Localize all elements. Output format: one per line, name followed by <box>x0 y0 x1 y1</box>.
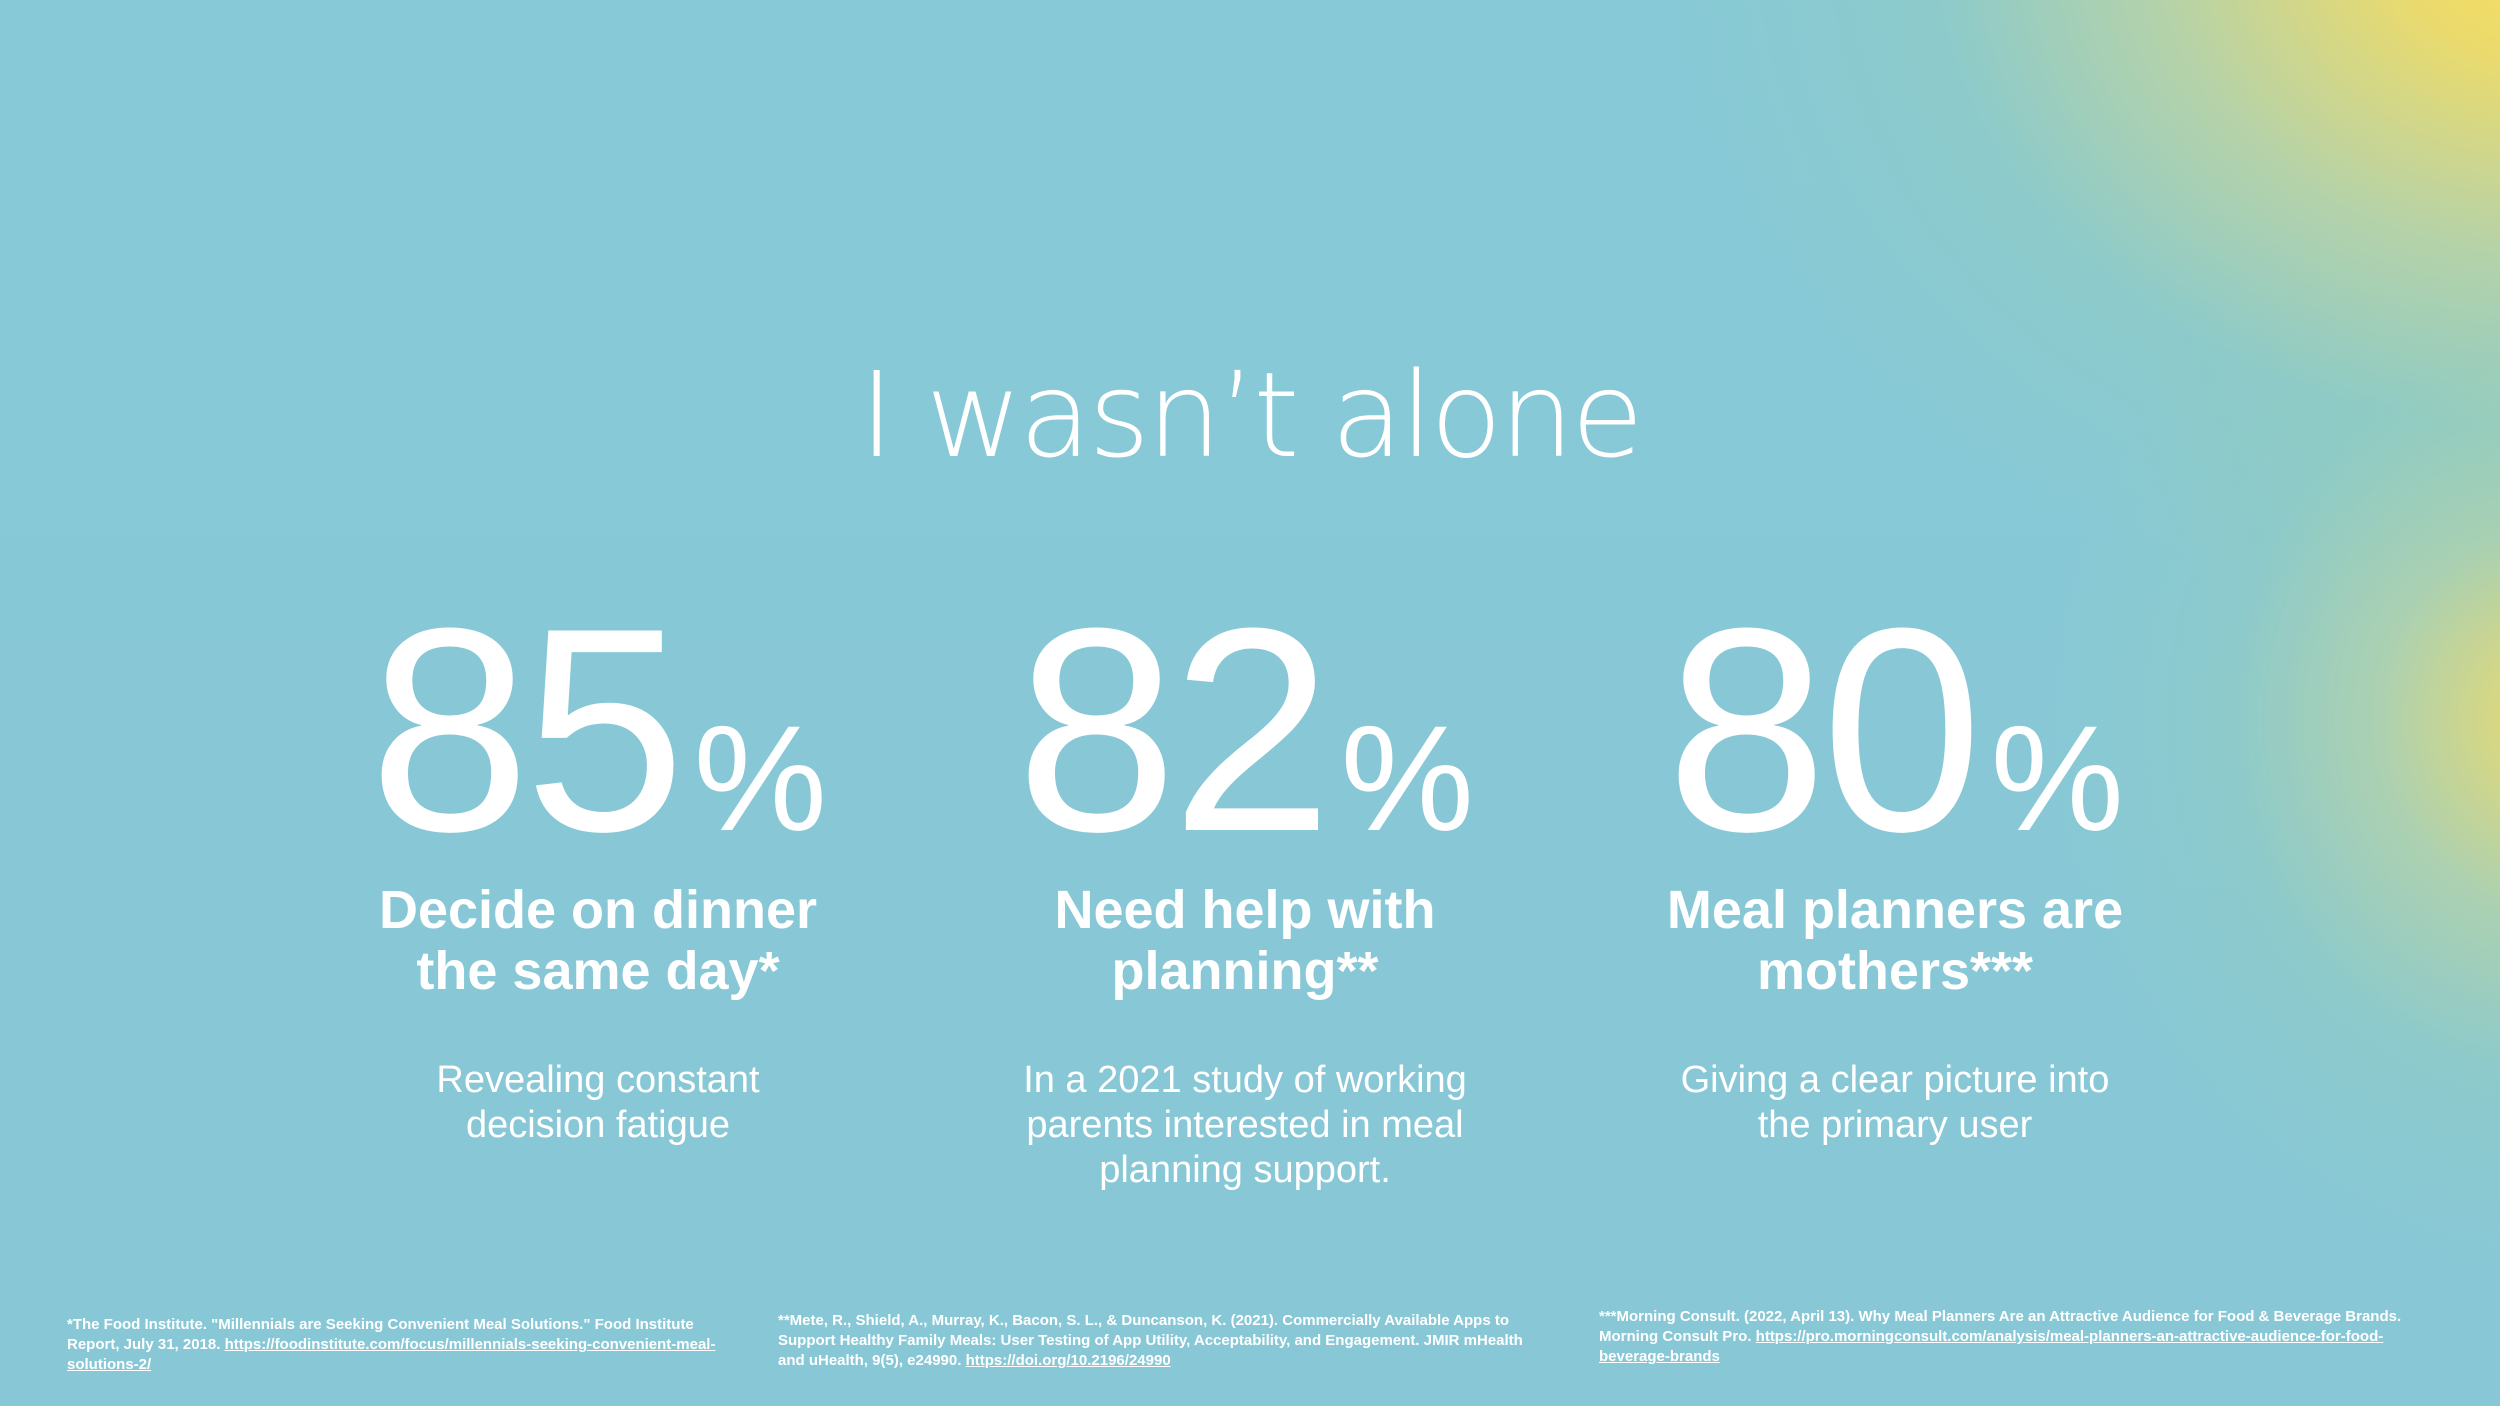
stat-heading-line: planning** <box>1111 941 1379 1001</box>
footnote-morning-consult: ***Morning Consult. (2022, April 13). Wh… <box>1599 1307 2429 1367</box>
stat-card-need-help: 82% Need help with planning** In a 2021 … <box>965 585 1525 1193</box>
stat-heading: Need help with planning** <box>965 880 1525 1002</box>
stat-card-decide-dinner: 85% Decide on dinner the same day* Revea… <box>318 585 878 1148</box>
stat-card-mothers: 80% Meal planners are mothers*** Giving … <box>1615 585 2175 1148</box>
footnote-food-institute: *The Food Institute. "Millennials are Se… <box>67 1315 737 1375</box>
percent-sign: % <box>1340 694 1474 862</box>
stat-heading-line: Meal planners are <box>1666 880 2124 940</box>
stat-figure: 80% <box>1615 585 2175 875</box>
stat-heading-line: the same day* <box>416 941 780 1001</box>
stat-description-line: In a 2021 study of working <box>1023 1059 1467 1101</box>
footnote-text: *The Food Institute. "Millennials are Se… <box>67 1316 694 1353</box>
slide-title: I wasn’t alone <box>859 346 1643 484</box>
stat-heading-line: Decide on dinner <box>378 880 818 940</box>
stat-heading: Decide on dinner the same day* <box>318 880 878 1002</box>
stat-description: In a 2021 study of working parents inter… <box>965 1058 1525 1193</box>
stat-description-line: Revealing constant <box>436 1059 760 1101</box>
stat-figure: 82% <box>965 585 1525 875</box>
stat-description: Giving a clear picture into the primary … <box>1615 1058 2175 1148</box>
percent-sign: % <box>1990 694 2124 862</box>
stat-number: 85 <box>369 568 686 892</box>
footnote-text: ***Morning Consult. (2022, April 13). Wh… <box>1599 1308 2402 1345</box>
stat-description-line: Giving a clear picture into <box>1680 1059 2110 1101</box>
stat-description-line: the primary user <box>1757 1104 2033 1146</box>
stat-number: 82 <box>1016 568 1333 892</box>
stat-heading-line: Need help with <box>1054 880 1436 940</box>
stat-heading-line: mothers*** <box>1756 941 2034 1001</box>
stat-description-line: decision fatigue <box>465 1104 731 1146</box>
percent-sign: % <box>693 694 827 862</box>
footnote-text: **Mete, R., Shield, A., Murray, K., Baco… <box>778 1312 1523 1369</box>
footnote-jmir: **Mete, R., Shield, A., Murray, K., Baco… <box>778 1311 1548 1371</box>
stat-description-line: parents interested in meal <box>1026 1104 1464 1146</box>
footnote-link[interactable]: https://doi.org/10.2196/24990 <box>965 1352 1171 1369</box>
footnote-link[interactable]: https://foodinstitute.com/focus/millenni… <box>67 1336 716 1373</box>
footnote-link[interactable]: https://pro.morningconsult.com/analysis/… <box>1599 1328 2384 1365</box>
stat-figure: 85% <box>318 585 878 875</box>
stat-description: Revealing constant decision fatigue <box>318 1058 878 1148</box>
stat-description-line: planning support. <box>1099 1149 1391 1191</box>
stat-heading: Meal planners are mothers*** <box>1615 880 2175 1002</box>
stat-number: 80 <box>1666 568 1983 892</box>
